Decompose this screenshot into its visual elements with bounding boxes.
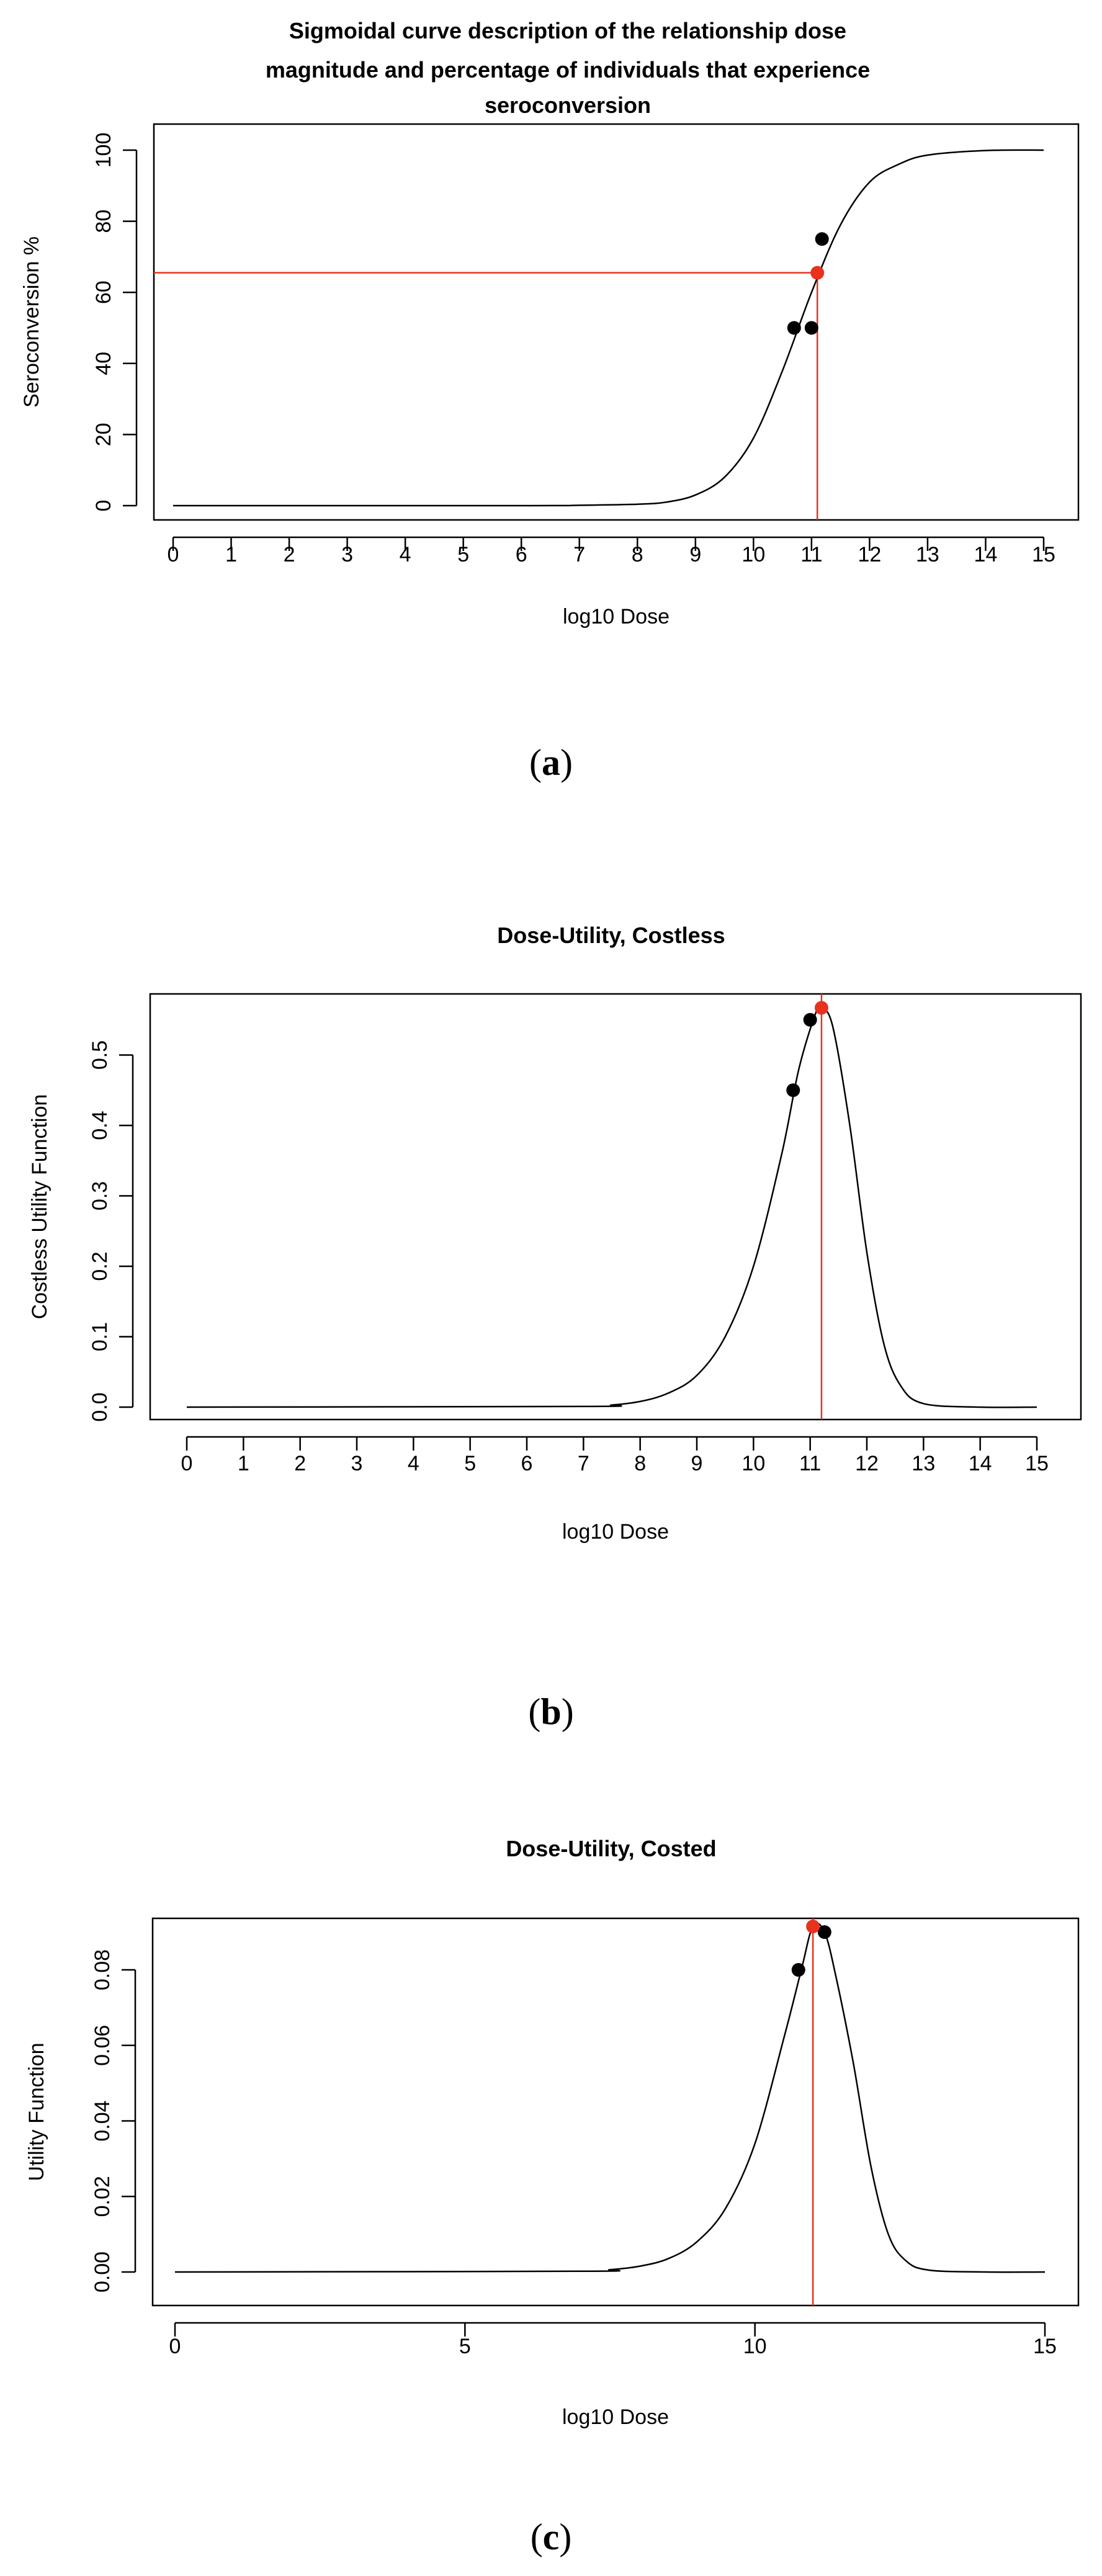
x-tick-label: 2 [284, 543, 295, 566]
x-tick-label: 1 [238, 1452, 249, 1475]
y-tick-label: 0.0 [88, 1392, 112, 1421]
chart-title-line: seroconversion [485, 92, 651, 118]
x-tick-label: 5 [459, 2335, 471, 2358]
data-point [804, 321, 818, 335]
data-point [787, 321, 801, 335]
x-tick-label: 13 [912, 1452, 935, 1475]
caption-c: (c) [530, 2516, 572, 2557]
caption-a-letter: a [542, 742, 560, 783]
x-tick-label: 8 [634, 1452, 646, 1475]
x-tick-label: 4 [400, 543, 411, 566]
x-axis-label: log10 Dose [563, 605, 670, 628]
x-tick-label: 10 [743, 2335, 767, 2358]
x-tick-label: 9 [691, 1452, 703, 1475]
fitted-curve [174, 1922, 1046, 2273]
chart-costed-utility: Dose-Utility, Costed 0 5 10 15 0.00 0.02 0.04 0.… [25, 1836, 1080, 2429]
panel-b: Dose-Utility, Costless 0 1 2 3 4 5 6 7 8 9 10 11 12 13… [0, 906, 1102, 1626]
caption-b-letter: b [540, 1691, 562, 1732]
y-tick-label: 0.06 [91, 2025, 114, 2066]
y-axis-label: Seroconversion % [20, 236, 43, 408]
data-point [815, 232, 829, 246]
y-tick-label: 0.5 [88, 1040, 112, 1070]
data-point [786, 1083, 800, 1098]
chart-title-line: magnitude and percentage of individuals … [266, 57, 870, 83]
y-tick-label: 0 [92, 500, 115, 512]
y-tick-label: 40 [92, 352, 115, 375]
fitted-curve [172, 149, 1044, 507]
x-tick-label: 3 [351, 1452, 363, 1475]
x-tick-label: 14 [974, 543, 998, 566]
plot-frame [153, 123, 1080, 521]
y-tick-label: 0.3 [88, 1181, 112, 1210]
fitted-curve [186, 1004, 1037, 1408]
y-tick-label: 0.2 [88, 1251, 112, 1281]
x-tick-label: 2 [294, 1452, 306, 1475]
y-tick-label: 0.04 [91, 2100, 114, 2141]
y-tick-label: 0.4 [88, 1111, 112, 1140]
x-tick-label: 15 [1033, 2335, 1057, 2358]
chart-title-line: Sigmoidal curve description of the relat… [289, 18, 846, 43]
plot-frame [151, 1917, 1080, 2307]
y-axis-label: Costless Utility Function [28, 1094, 52, 1320]
data-point [791, 1963, 805, 1977]
x-tick-label: 6 [521, 1452, 533, 1475]
panel-a: Sigmoidal curve description of the relat… [0, 0, 1102, 695]
x-tick-label: 7 [573, 543, 585, 566]
x-tick-label: 3 [341, 543, 353, 566]
x-tick-label: 8 [632, 543, 643, 566]
x-tick-label: 15 [1032, 543, 1055, 566]
x-tick-label: 11 [800, 543, 822, 566]
x-tick-label: 15 [1025, 1452, 1049, 1475]
x-tick-label: 0 [181, 1452, 193, 1475]
y-tick-label: 80 [92, 210, 115, 233]
x-axis-label: log10 Dose [562, 2405, 669, 2429]
optimal-point [814, 1001, 828, 1015]
x-tick-label: 4 [408, 1452, 419, 1475]
y-tick-label: 0.02 [91, 2176, 114, 2217]
x-tick-label: 10 [741, 1452, 765, 1475]
chart-title-line: Dose-Utility, Costless [497, 923, 725, 948]
chart-seroconversion: Sigmoidal curve description of the relat… [20, 18, 1080, 628]
data-point [803, 1013, 817, 1027]
x-tick-label: 6 [516, 543, 527, 566]
x-tick-label: 12 [858, 543, 881, 566]
caption-a: (a) [529, 742, 573, 783]
chart-title-line: Dose-Utility, Costed [506, 1836, 716, 1861]
y-tick-label: 0.08 [91, 1949, 114, 1990]
y-tick-label: 0.1 [88, 1322, 112, 1351]
data-point [817, 1925, 831, 1939]
x-tick-label: 1 [225, 543, 237, 566]
optimal-point [806, 1920, 820, 1934]
caption-b: (b) [528, 1691, 574, 1732]
caption-c-letter: c [542, 2516, 560, 2557]
optimal-point [810, 266, 825, 280]
plot-frame [149, 993, 1082, 1421]
y-tick-label: 100 [92, 133, 115, 168]
y-axis-label: Utility Function [25, 2043, 48, 2181]
x-axis-label: log10 Dose [562, 1520, 669, 1544]
x-tick-label: 5 [457, 543, 469, 566]
x-tick-label: 7 [578, 1452, 589, 1475]
x-tick-label: 0 [169, 2335, 181, 2358]
x-tick-label: 12 [855, 1452, 879, 1475]
x-tick-label: 0 [168, 543, 179, 566]
panel-c: Dose-Utility, Costed 0 5 10 15 0.00 0.02 0.04 0.… [0, 1818, 1102, 2488]
y-tick-label: 60 [92, 280, 115, 304]
x-tick-label: 14 [969, 1452, 992, 1475]
y-tick-label: 20 [92, 423, 115, 446]
x-tick-label: 10 [741, 543, 765, 566]
y-tick-label: 0.00 [91, 2252, 114, 2292]
x-tick-label: 5 [464, 1452, 476, 1475]
x-tick-label: 13 [916, 543, 939, 566]
x-tick-label: 11 [799, 1452, 821, 1475]
x-tick-label: 9 [689, 543, 701, 566]
